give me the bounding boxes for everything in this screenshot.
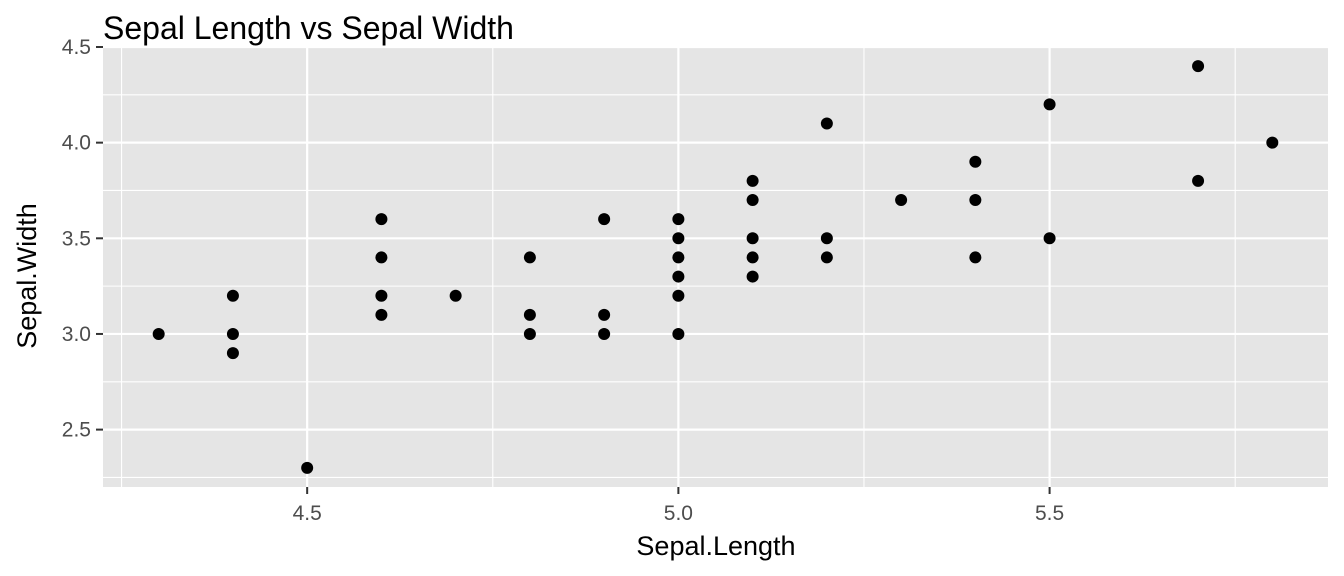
- x-tick-label-2: 5.5: [1035, 502, 1064, 525]
- data-point-5: [375, 213, 388, 226]
- data-point-30: [895, 194, 908, 207]
- data-point-20: [672, 289, 685, 302]
- data-point-23: [746, 194, 759, 207]
- data-point-2: [226, 327, 239, 340]
- y-tick-label-1: 3.0: [62, 323, 91, 346]
- x-axis: 4.5 5.0 5.5: [293, 487, 1064, 525]
- data-point-7: [375, 289, 388, 302]
- y-tick-label-2: 3.5: [62, 227, 91, 250]
- data-point-28: [820, 232, 833, 245]
- data-point-6: [375, 251, 388, 264]
- y-axis-label: Sepal.Width: [12, 203, 42, 349]
- data-point-21: [672, 327, 685, 340]
- data-point-16: [672, 213, 685, 226]
- data-point-12: [523, 327, 536, 340]
- data-point-33: [969, 251, 982, 264]
- data-point-9: [449, 289, 462, 302]
- data-points: [152, 60, 1279, 474]
- data-point-34: [1043, 98, 1056, 111]
- major-grid: [103, 45, 1328, 487]
- data-point-17: [672, 232, 685, 245]
- y-axis: 2.5 3.0 3.5 4.0 4.5: [62, 36, 103, 442]
- data-point-35: [1043, 232, 1056, 245]
- x-tick-label-1: 5.0: [664, 502, 693, 525]
- data-point-31: [969, 155, 982, 168]
- data-point-0: [152, 327, 165, 340]
- y-tick-label-4: 4.5: [62, 36, 91, 59]
- data-point-8: [375, 308, 388, 321]
- data-point-18: [672, 251, 685, 264]
- data-point-13: [598, 213, 611, 226]
- data-point-27: [820, 117, 833, 130]
- x-tick-label-0: 4.5: [293, 502, 322, 525]
- data-point-19: [672, 270, 685, 283]
- chart-title: Sepal Length vs Sepal Width: [103, 10, 514, 46]
- data-point-4: [301, 461, 314, 474]
- data-point-3: [226, 347, 239, 360]
- data-point-1: [226, 289, 239, 302]
- data-point-15: [598, 327, 611, 340]
- data-point-14: [598, 308, 611, 321]
- data-point-32: [969, 194, 982, 207]
- data-point-10: [523, 251, 536, 264]
- x-axis-label: Sepal.Length: [636, 531, 795, 561]
- y-tick-label-3: 4.0: [62, 132, 91, 155]
- y-tick-label-0: 2.5: [62, 419, 91, 442]
- data-point-25: [746, 251, 759, 264]
- data-point-38: [1266, 136, 1279, 149]
- data-point-11: [523, 308, 536, 321]
- data-point-37: [1192, 174, 1205, 187]
- data-point-26: [746, 270, 759, 283]
- data-point-29: [820, 251, 833, 264]
- plot-panel: [103, 47, 1328, 487]
- data-point-24: [746, 232, 759, 245]
- data-point-22: [746, 174, 759, 187]
- data-point-36: [1192, 60, 1205, 73]
